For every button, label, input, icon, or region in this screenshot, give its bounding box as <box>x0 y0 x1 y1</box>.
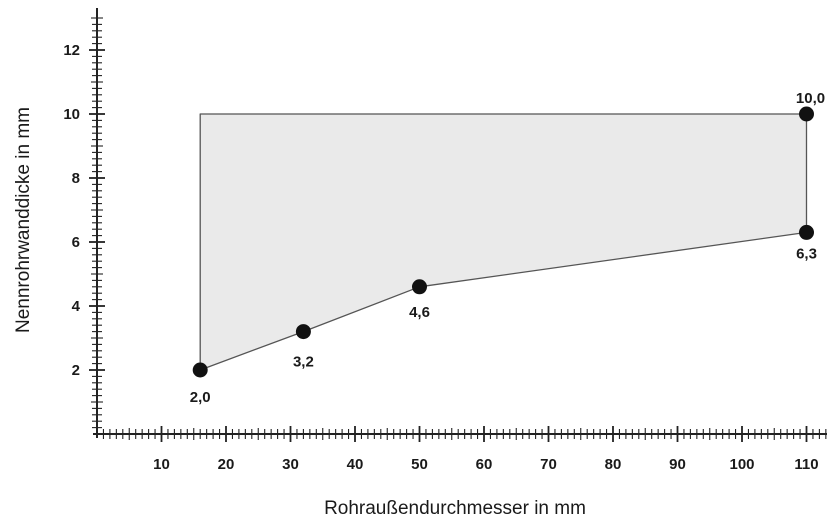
data-point-label: 2,0 <box>190 389 211 406</box>
x-tick-label: 70 <box>540 456 557 473</box>
x-tick-label: 50 <box>411 456 428 473</box>
data-point-label: 6,3 <box>796 245 817 262</box>
data-point <box>412 279 427 294</box>
y-tick-label: 10 <box>63 106 80 123</box>
y-axis-title: Nennrohrwanddicke in mm <box>13 107 34 333</box>
y-tick-label: 12 <box>63 42 80 59</box>
x-tick-label: 40 <box>347 456 364 473</box>
data-point-label: 4,6 <box>409 304 430 321</box>
x-tick-label: 90 <box>669 456 686 473</box>
y-tick-label: 8 <box>72 170 80 187</box>
x-tick-label: 110 <box>794 456 818 473</box>
x-axis-title: Rohraußendurchmesser in mm <box>324 498 586 519</box>
x-tick-label: 60 <box>476 456 493 473</box>
data-point <box>193 363 208 378</box>
x-tick-label: 80 <box>605 456 622 473</box>
x-tick-label: 10 <box>153 456 170 473</box>
y-tick-label: 4 <box>72 298 81 315</box>
data-point-label: 3,2 <box>293 354 314 371</box>
data-point <box>799 107 814 122</box>
data-point-label: 10,0 <box>796 90 825 107</box>
data-point <box>296 324 311 339</box>
feasible-region <box>200 114 806 370</box>
x-tick-label: 20 <box>218 456 235 473</box>
y-tick-label: 6 <box>72 234 80 251</box>
feasible-region-layer <box>200 114 806 370</box>
y-tick-label: 2 <box>72 362 80 379</box>
x-tick-label: 100 <box>729 456 754 473</box>
data-point <box>799 225 814 240</box>
x-tick-label: 30 <box>282 456 299 473</box>
